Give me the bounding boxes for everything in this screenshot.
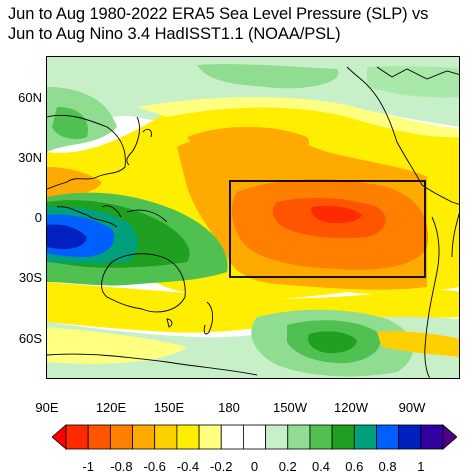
north-green-east	[367, 66, 459, 98]
colorbar-tick-label: -0.6	[143, 459, 166, 474]
colorbar-max-triangle	[442, 424, 457, 450]
map-canvas	[47, 57, 459, 378]
colorbar-cell	[265, 424, 289, 450]
colorbar-cell	[243, 424, 266, 450]
coastlines	[47, 66, 459, 378]
pale-yellow-edge	[137, 97, 459, 138]
lon-label-120w: 120W	[334, 400, 368, 415]
eastern-pacific-red-inner	[311, 205, 362, 224]
correlation-map	[46, 56, 460, 379]
south-pacific-green-core	[308, 331, 357, 354]
colorbar-cell	[109, 424, 133, 450]
colorbar-cell	[198, 424, 222, 450]
colorbar-cell	[353, 424, 377, 450]
chart-title-line-1: Jun to Aug 1980-2022 ERA5 Sea Level Pres…	[8, 5, 429, 23]
south-yellow-band	[47, 282, 459, 333]
nino-3-4-box	[229, 180, 426, 278]
lat-label-0: 0	[34, 210, 42, 225]
north-green-band	[47, 57, 459, 137]
lon-label-180: 180	[218, 400, 240, 415]
colorbar-tick-label: -0.4	[176, 459, 200, 474]
indian-ocean-orange	[47, 167, 102, 197]
lon-label-90w: 90W	[398, 400, 426, 415]
lat-label-30n: 30N	[18, 150, 42, 165]
lat-label-60n: 60N	[18, 90, 42, 105]
colorbar-cell	[376, 424, 400, 450]
colorbar-cell	[132, 424, 156, 450]
colorbar-tick-label: 0.8	[378, 459, 397, 474]
west-pacific-dark-blue	[47, 224, 87, 250]
lat-label-60s: 60S	[18, 331, 42, 346]
colorbar-cell	[65, 424, 89, 450]
chart-title-line-2: Jun to Aug Nino 3.4 HadISST1.1 (NOAA/PSL…	[8, 25, 341, 43]
colorbar-tick-label: -0.2	[210, 459, 233, 474]
colorbar	[52, 424, 457, 450]
lon-label-120e: 120E	[95, 400, 127, 415]
north-pacific-orange	[187, 126, 309, 159]
colorbar-tick-label: -1	[82, 459, 94, 474]
colorbar-cell	[154, 424, 178, 450]
colorbar-cell	[331, 424, 355, 450]
colorbar-cell	[176, 424, 200, 450]
lon-label-150e: 150E	[153, 400, 185, 415]
colorbar-cell	[87, 424, 111, 450]
colorbar-cell	[287, 424, 311, 450]
colorbar-tick-label: 0.4	[311, 459, 331, 474]
colorbar-tick-label: 0.6	[345, 459, 364, 474]
colorbar-cell	[309, 424, 333, 450]
colorbar-cell	[220, 424, 244, 450]
colorbar-tick-label: 1	[417, 459, 425, 474]
colorbar-cell	[420, 424, 444, 450]
colorbar-tick-label: 0	[250, 459, 259, 474]
north-green-north-pacific	[197, 64, 339, 89]
colorbar-tick-label: 0.2	[278, 459, 297, 474]
south-west-orange-patch	[377, 331, 459, 357]
colorbar-cell	[398, 424, 422, 450]
colorbar-tick-label: -0.8	[110, 459, 133, 474]
lon-label-90e: 90E	[35, 400, 59, 415]
lon-label-150w: 150W	[273, 400, 307, 415]
colorbar-min-triangle	[52, 424, 67, 450]
lat-label-30s: 30S	[18, 270, 42, 285]
